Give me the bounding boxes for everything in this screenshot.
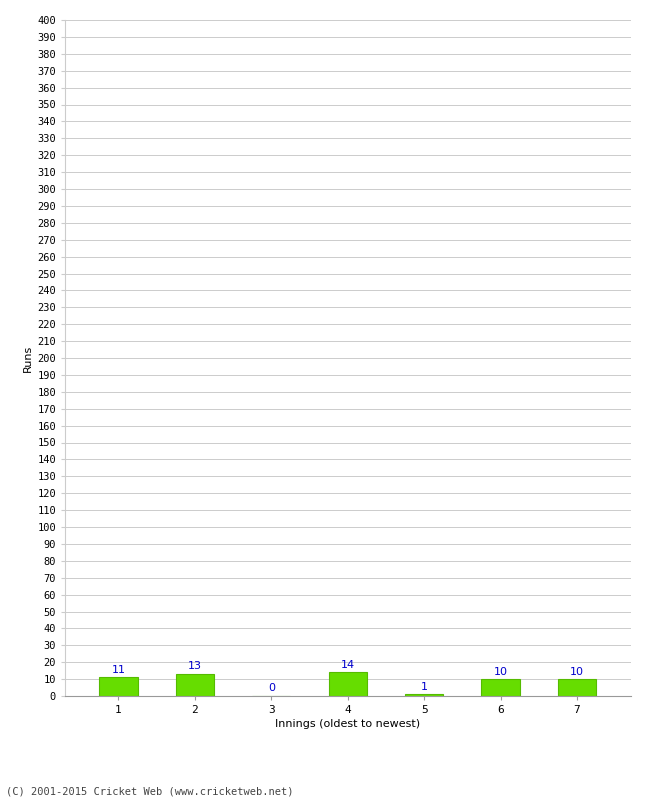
Bar [329,672,367,696]
Text: (C) 2001-2015 Cricket Web (www.cricketweb.net): (C) 2001-2015 Cricket Web (www.cricketwe… [6,786,294,796]
Text: 10: 10 [570,666,584,677]
Text: 0: 0 [268,683,275,694]
Text: 11: 11 [112,665,125,675]
Bar [176,674,214,696]
Bar [482,679,520,696]
X-axis label: Innings (oldest to newest): Innings (oldest to newest) [275,719,421,729]
Y-axis label: Runs: Runs [23,344,33,372]
Bar [99,678,138,696]
Text: 10: 10 [493,666,508,677]
Bar [558,679,596,696]
Text: 1: 1 [421,682,428,692]
Text: 14: 14 [341,660,355,670]
Text: 13: 13 [188,662,202,671]
Bar [405,694,443,696]
